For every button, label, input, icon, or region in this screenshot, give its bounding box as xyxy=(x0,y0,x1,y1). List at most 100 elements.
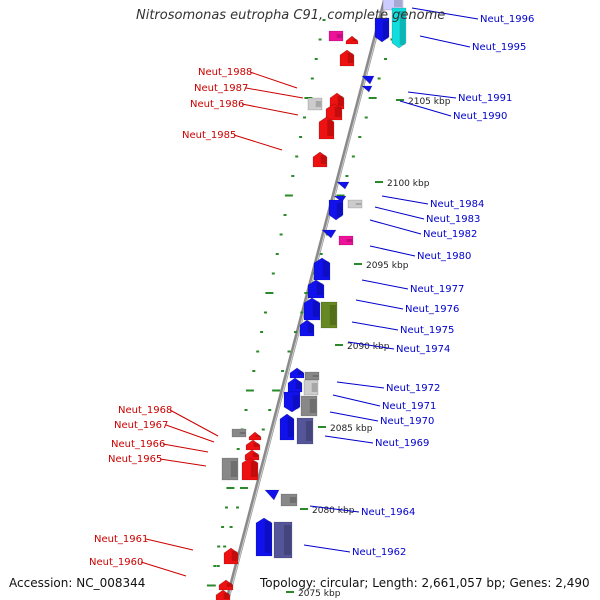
gene-feature xyxy=(338,235,354,246)
gene-label-neut-1964: Neut_1964 xyxy=(361,507,415,518)
gene-feature xyxy=(328,30,344,42)
gene-shade xyxy=(352,39,358,41)
label-leader-line xyxy=(145,538,194,551)
gene-shade xyxy=(283,525,292,555)
gene-label-neut-1972: Neut_1972 xyxy=(386,383,440,394)
label-leader-line xyxy=(347,341,395,350)
kbp-tick-label: 2100 kbp xyxy=(387,179,430,189)
kbp-tick-label: 2105 kbp xyxy=(408,97,451,107)
gene-shade xyxy=(223,593,230,599)
gene-label-neut-1977: Neut_1977 xyxy=(410,284,464,295)
gene-label-neut-1984: Neut_1984 xyxy=(430,199,484,210)
backbone-line xyxy=(225,0,388,600)
gene-label-neut-1969: Neut_1969 xyxy=(375,438,429,449)
gene-feature xyxy=(244,449,260,461)
label-leader-line xyxy=(303,544,351,553)
gene-shade xyxy=(305,421,313,441)
label-leader-line xyxy=(381,195,429,205)
gene-label-neut-1976: Neut_1976 xyxy=(405,304,459,315)
gene-shade xyxy=(347,53,354,63)
gene-label-neut-1966: Neut_1966 xyxy=(111,439,165,450)
gene-shade xyxy=(311,383,318,392)
gene-shade xyxy=(394,0,402,7)
label-leader-line xyxy=(355,299,404,310)
label-leader-line xyxy=(374,206,425,220)
kbp-tick-label: 2080 kbp xyxy=(312,506,355,516)
gene-feature xyxy=(215,589,231,600)
gene-feature xyxy=(223,547,239,565)
gene-shade xyxy=(309,399,317,413)
gene-label-neut-1995: Neut_1995 xyxy=(472,42,526,53)
label-leader-line xyxy=(249,71,298,89)
gene-feature xyxy=(287,377,303,393)
label-leader-line xyxy=(332,394,381,407)
kbp-tick-label: 2090 kbp xyxy=(347,342,390,352)
gene-feature xyxy=(328,199,344,221)
gene-shade xyxy=(312,301,320,317)
gene-feature xyxy=(313,257,331,281)
gene-shade xyxy=(399,11,406,45)
gene-feature xyxy=(321,229,337,239)
gene-label-neut-1962: Neut_1962 xyxy=(352,547,406,558)
gene-shade xyxy=(250,461,258,477)
gene-shade xyxy=(336,203,343,217)
gene-feature xyxy=(339,49,355,67)
gene-shade xyxy=(253,443,260,447)
gene-feature xyxy=(296,417,314,445)
gene-feature xyxy=(299,319,315,337)
gene-shade xyxy=(355,203,362,205)
gene-feature xyxy=(307,97,323,111)
gene-label-neut-1980: Neut_1980 xyxy=(417,251,471,262)
gene-feature xyxy=(361,75,375,85)
gene-shade xyxy=(231,551,238,561)
gene-shade xyxy=(312,375,319,377)
label-leader-line xyxy=(399,100,452,117)
gene-feature xyxy=(241,457,259,481)
gene-label-neut-1988: Neut_1988 xyxy=(198,67,252,78)
gene-feature xyxy=(336,181,350,190)
label-leader-line xyxy=(245,87,304,99)
gene-shade xyxy=(226,583,233,587)
gene-label-neut-1961: Neut_1961 xyxy=(94,534,148,545)
label-leader-line xyxy=(233,134,283,151)
gene-shade xyxy=(287,417,294,437)
gene-label-neut-1985: Neut_1985 xyxy=(182,130,236,141)
topology-text: Topology: circular; Length: 2,661,057 bp… xyxy=(260,576,590,590)
gene-feature xyxy=(255,517,273,557)
gene-label-neut-1986: Neut_1986 xyxy=(190,99,244,110)
accession-text: Accession: NC_008344 xyxy=(9,576,146,590)
label-leader-line xyxy=(419,35,471,48)
gene-label-neut-1965: Neut_1965 xyxy=(108,454,162,465)
label-leader-line xyxy=(361,279,409,290)
gene-shade xyxy=(382,21,389,39)
label-leader-line xyxy=(351,321,399,331)
gene-feature xyxy=(307,279,325,299)
gene-shade xyxy=(230,461,238,477)
label-leader-line xyxy=(336,381,385,389)
gene-feature xyxy=(391,7,407,49)
gene-label-neut-1982: Neut_1982 xyxy=(423,229,477,240)
gene-feature xyxy=(221,457,239,481)
gene-feature xyxy=(300,395,318,417)
gene-label-neut-1960: Neut_1960 xyxy=(89,557,143,568)
backbone-highlight xyxy=(227,0,387,600)
kbp-tick-label: 2075 kbp xyxy=(298,589,341,599)
gene-label-neut-1967: Neut_1967 xyxy=(114,420,168,431)
gene-feature xyxy=(283,391,301,413)
gene-feature xyxy=(303,297,321,321)
gene-label-neut-1996: Neut_1996 xyxy=(480,14,534,25)
kbp-tick-label: 2095 kbp xyxy=(366,261,409,271)
gene-feature xyxy=(347,199,363,209)
label-leader-line xyxy=(165,424,215,443)
label-leader-line xyxy=(407,91,457,99)
gene-shade xyxy=(307,323,314,333)
gene-shade xyxy=(320,155,327,164)
label-leader-line xyxy=(140,561,187,577)
gene-label-neut-1970: Neut_1970 xyxy=(380,416,434,427)
label-leader-line xyxy=(329,411,379,422)
gene-feature xyxy=(318,116,335,140)
page-title: Nitrosomonas eutropha C91, complete geno… xyxy=(136,8,446,23)
gene-feature xyxy=(304,371,320,381)
